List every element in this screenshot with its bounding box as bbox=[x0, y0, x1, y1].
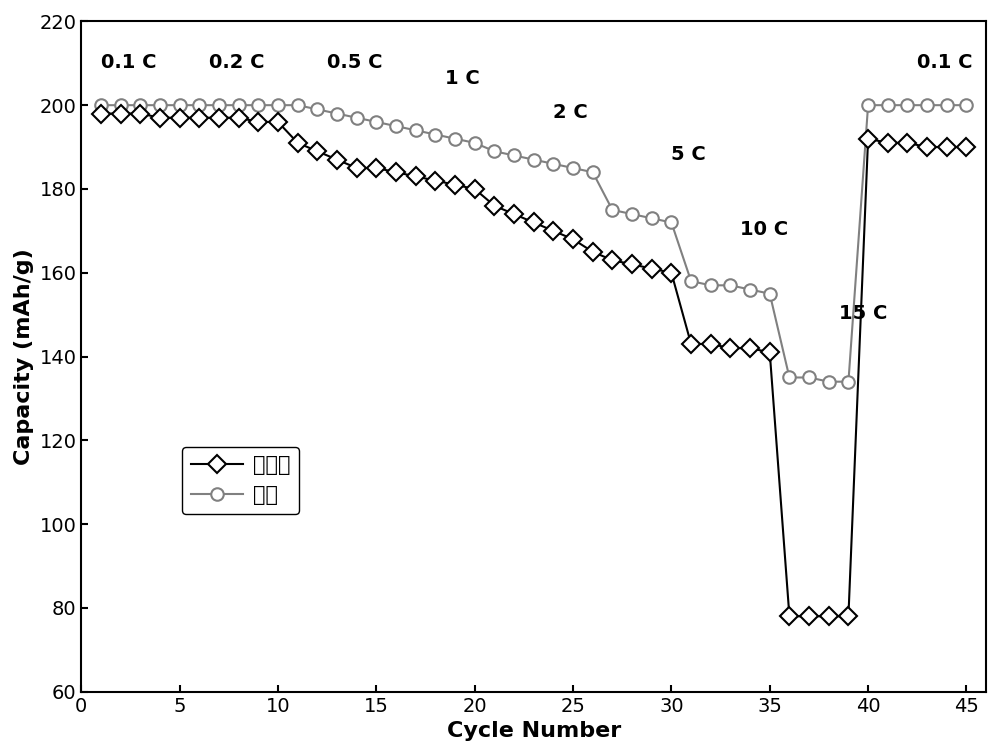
Text: 10 C: 10 C bbox=[740, 220, 788, 239]
Text: 0.2 C: 0.2 C bbox=[209, 53, 265, 72]
Y-axis label: Capacity (mAh/g): Capacity (mAh/g) bbox=[14, 248, 34, 465]
X-axis label: Cycle Number: Cycle Number bbox=[447, 721, 621, 741]
Text: 2 C: 2 C bbox=[553, 103, 588, 122]
Text: 0.5 C: 0.5 C bbox=[327, 53, 383, 72]
Text: 1 C: 1 C bbox=[445, 69, 480, 88]
Text: 5 C: 5 C bbox=[671, 145, 706, 164]
Text: 15 C: 15 C bbox=[839, 304, 887, 323]
Text: 0.1 C: 0.1 C bbox=[917, 53, 973, 72]
Text: 0.1 C: 0.1 C bbox=[101, 53, 156, 72]
Legend: 未包覆, 包覆: 未包覆, 包覆 bbox=[182, 447, 299, 513]
